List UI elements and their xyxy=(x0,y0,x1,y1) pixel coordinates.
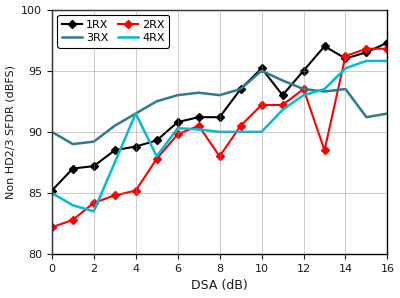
2RX xyxy=(175,133,180,136)
3RX xyxy=(364,115,369,119)
4RX xyxy=(112,161,117,164)
4RX xyxy=(280,108,285,112)
2RX xyxy=(343,54,348,58)
1RX xyxy=(196,115,201,119)
1RX xyxy=(91,164,96,168)
Y-axis label: Non HD2/3 SFDR (dBFS): Non HD2/3 SFDR (dBFS) xyxy=(6,65,16,199)
4RX xyxy=(133,112,138,115)
2RX xyxy=(196,124,201,128)
1RX xyxy=(364,51,369,54)
2RX xyxy=(364,47,369,50)
4RX xyxy=(364,59,369,63)
4RX xyxy=(70,204,75,207)
1RX xyxy=(133,145,138,148)
1RX xyxy=(50,189,54,192)
1RX xyxy=(385,41,390,44)
Line: 3RX: 3RX xyxy=(52,71,388,144)
2RX xyxy=(280,103,285,107)
2RX xyxy=(154,157,159,161)
1RX xyxy=(280,93,285,97)
3RX xyxy=(175,93,180,97)
1RX xyxy=(217,115,222,119)
1RX xyxy=(301,69,306,72)
4RX xyxy=(217,130,222,134)
2RX xyxy=(322,148,327,152)
4RX xyxy=(238,130,243,134)
3RX xyxy=(301,87,306,91)
3RX xyxy=(217,93,222,97)
3RX xyxy=(70,142,75,146)
2RX xyxy=(112,194,117,197)
2RX xyxy=(50,226,54,229)
3RX xyxy=(259,69,264,72)
1RX xyxy=(112,148,117,152)
2RX xyxy=(217,155,222,158)
Legend: 1RX, 3RX, 2RX, 4RX: 1RX, 3RX, 2RX, 4RX xyxy=(57,15,169,48)
3RX xyxy=(133,112,138,115)
4RX xyxy=(301,93,306,97)
1RX xyxy=(154,139,159,142)
1RX xyxy=(70,167,75,170)
4RX xyxy=(175,126,180,130)
4RX xyxy=(385,59,390,63)
3RX xyxy=(154,100,159,103)
1RX xyxy=(322,44,327,48)
2RX xyxy=(238,124,243,128)
2RX xyxy=(301,87,306,91)
2RX xyxy=(259,103,264,107)
3RX xyxy=(112,124,117,128)
Line: 4RX: 4RX xyxy=(52,61,388,211)
4RX xyxy=(154,155,159,158)
4RX xyxy=(322,87,327,91)
3RX xyxy=(385,112,390,115)
X-axis label: DSA (dB): DSA (dB) xyxy=(191,280,248,292)
3RX xyxy=(196,91,201,94)
4RX xyxy=(259,130,264,134)
1RX xyxy=(238,87,243,91)
1RX xyxy=(175,120,180,124)
3RX xyxy=(322,90,327,93)
3RX xyxy=(238,87,243,91)
4RX xyxy=(196,128,201,131)
3RX xyxy=(50,130,54,134)
3RX xyxy=(91,140,96,143)
2RX xyxy=(385,47,390,50)
2RX xyxy=(91,201,96,205)
3RX xyxy=(343,87,348,91)
1RX xyxy=(343,57,348,60)
Line: 2RX: 2RX xyxy=(49,46,390,230)
Line: 1RX: 1RX xyxy=(49,40,390,193)
2RX xyxy=(133,189,138,192)
4RX xyxy=(343,66,348,70)
1RX xyxy=(259,66,264,70)
2RX xyxy=(70,218,75,222)
3RX xyxy=(280,79,285,82)
4RX xyxy=(50,191,54,195)
4RX xyxy=(91,209,96,213)
